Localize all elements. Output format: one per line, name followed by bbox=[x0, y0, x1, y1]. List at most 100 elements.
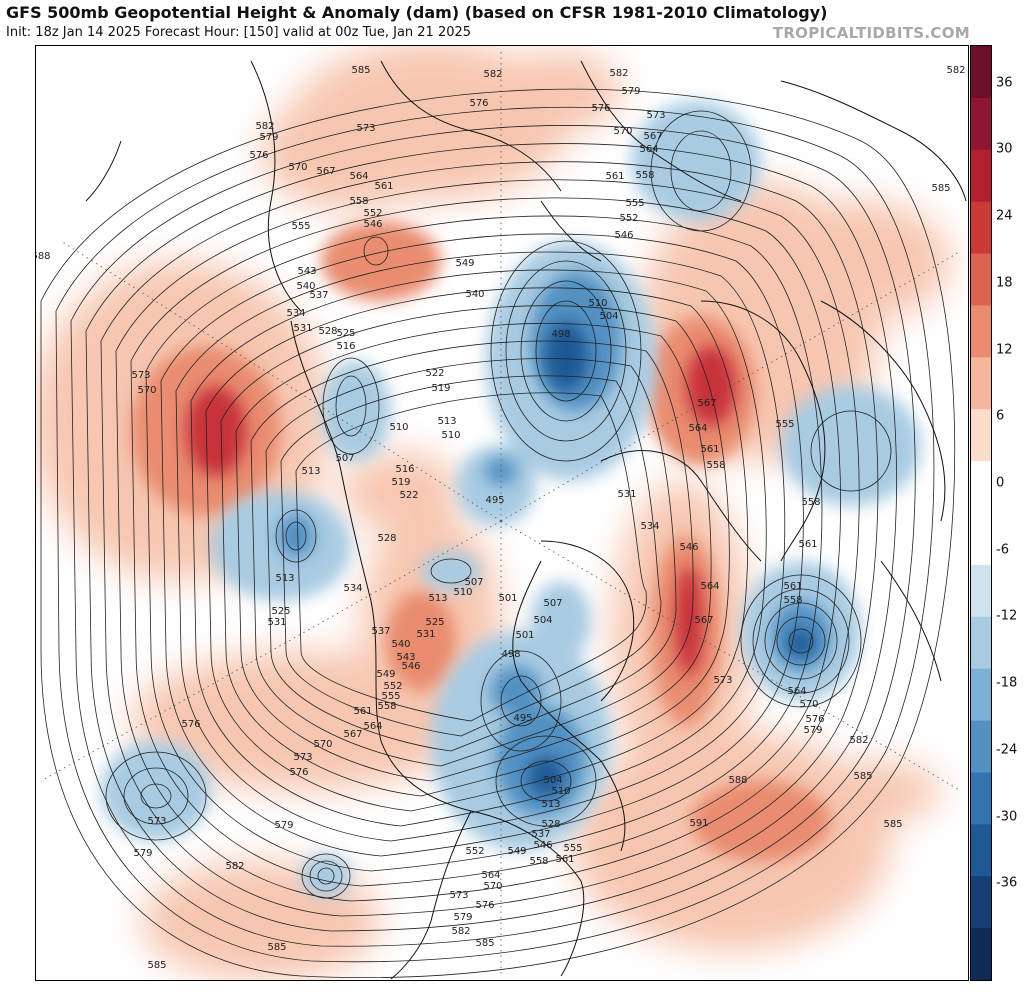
colorbar-tick-label: -36 bbox=[996, 875, 1018, 891]
colorbar-swatch bbox=[971, 720, 991, 773]
contour-label: 582 bbox=[609, 68, 628, 79]
contour-label: 510 bbox=[441, 430, 460, 441]
contour-label: 513 bbox=[541, 799, 560, 810]
contour-label: 573 bbox=[293, 752, 312, 763]
colorbar-swatch bbox=[971, 824, 991, 877]
contour-label: 507 bbox=[464, 577, 483, 588]
colorbar-swatch bbox=[971, 357, 991, 410]
contour-label: 570 bbox=[313, 739, 332, 750]
contour-label: 585 bbox=[853, 771, 872, 782]
contour-label: 585 bbox=[147, 960, 166, 971]
colorbar-tick-label: -30 bbox=[996, 809, 1018, 825]
contour-label: 567 bbox=[697, 398, 716, 409]
contour-label: 531 bbox=[293, 323, 312, 334]
height-contours bbox=[40, 88, 956, 979]
contour-label: 582 bbox=[225, 861, 244, 872]
contour-label: 540 bbox=[465, 289, 484, 300]
contour-label: 579 bbox=[133, 848, 152, 859]
colorbar-swatch bbox=[971, 97, 991, 151]
chart-subtitle: Init: 18z Jan 14 2025 Forecast Hour: [15… bbox=[6, 25, 472, 40]
contour-label: 579 bbox=[259, 132, 278, 143]
contour-label: 537 bbox=[531, 829, 550, 840]
contour-label: 531 bbox=[416, 629, 435, 640]
contour-label: 558 bbox=[801, 497, 820, 508]
contour-label: 510 bbox=[551, 786, 570, 797]
contour-label: 552 bbox=[619, 213, 638, 224]
colorbar-tick-label: -18 bbox=[996, 675, 1018, 691]
contour-label: 501 bbox=[498, 593, 517, 604]
contour-label: 504 bbox=[543, 775, 562, 786]
contour-label: 570 bbox=[799, 699, 818, 710]
contour-label: 585 bbox=[883, 819, 902, 830]
contour-label: 522 bbox=[425, 368, 444, 379]
contour-label: 543 bbox=[396, 652, 415, 663]
contour-label: 576 bbox=[181, 719, 200, 730]
contour-label: 549 bbox=[507, 846, 526, 857]
contour-label: 585 bbox=[931, 183, 950, 194]
contour-label: 561 bbox=[374, 181, 393, 192]
colorbar-swatch bbox=[971, 409, 991, 462]
contour-label: 525 bbox=[271, 606, 290, 617]
contour-label: 585 bbox=[267, 942, 286, 953]
contour-label: 573 bbox=[449, 890, 468, 901]
colorbar-swatch bbox=[971, 772, 991, 825]
contour-label: 555 bbox=[775, 419, 794, 430]
contour-label: 564 bbox=[700, 581, 719, 592]
colorbar-swatch bbox=[971, 461, 991, 514]
contour-label: 579 bbox=[621, 86, 640, 97]
contour-label: 570 bbox=[288, 162, 307, 173]
contour-label: 528 bbox=[377, 533, 396, 544]
contour-label: 564 bbox=[639, 144, 658, 155]
chart-header: GFS 500mb Geopotential Height & Anomaly … bbox=[0, 0, 1024, 44]
contour-label: 558 bbox=[635, 170, 654, 181]
contour-label: 564 bbox=[688, 423, 707, 434]
colorbar-tick-label: 36 bbox=[996, 75, 1013, 91]
contour-label: 564 bbox=[787, 686, 806, 697]
contour-label: 558 bbox=[377, 701, 396, 712]
contour-label: 507 bbox=[335, 453, 354, 464]
contour-label: 567 bbox=[643, 131, 662, 142]
colorbar-swatch bbox=[971, 616, 991, 670]
contour-label: 495 bbox=[513, 713, 532, 724]
contour-label: 534 bbox=[640, 521, 659, 532]
contour-label: 573 bbox=[713, 675, 732, 686]
contour-label: 525 bbox=[425, 617, 444, 628]
contour-label: 516 bbox=[395, 464, 414, 475]
contour-label: 540 bbox=[296, 281, 315, 292]
contour-label: 549 bbox=[376, 669, 395, 680]
contour-label: 552 bbox=[363, 208, 382, 219]
contour-label: 576 bbox=[249, 150, 268, 161]
contour-label: 564 bbox=[349, 171, 368, 182]
contour-label: 579 bbox=[453, 912, 472, 923]
colorbar-swatch bbox=[971, 564, 991, 618]
contour-label: 549 bbox=[455, 258, 474, 269]
colorbar-tick-label: -12 bbox=[996, 608, 1018, 624]
contour-label: 504 bbox=[599, 311, 618, 322]
contour-label: 573 bbox=[646, 110, 665, 121]
contour-label: 582 bbox=[255, 121, 274, 132]
colorbar-tick-label: 30 bbox=[996, 141, 1013, 157]
contour-label: 528 bbox=[541, 819, 560, 830]
coastlines bbox=[85, 60, 967, 980]
colorbar-tick-label: 0 bbox=[996, 475, 1005, 491]
contour-label: 561 bbox=[555, 854, 574, 865]
contour-label: 555 bbox=[381, 691, 400, 702]
colorbar-svg bbox=[971, 46, 991, 980]
colorbar-swatch bbox=[971, 928, 991, 980]
contour-label: 558 bbox=[706, 460, 725, 471]
contour-label: 531 bbox=[617, 489, 636, 500]
contour-label: 552 bbox=[383, 681, 402, 692]
contour-label: 573 bbox=[356, 123, 375, 134]
contour-label: 558 bbox=[349, 196, 368, 207]
colorbar-swatch bbox=[971, 201, 991, 255]
contour-label: 540 bbox=[391, 639, 410, 650]
contour-label: 561 bbox=[700, 444, 719, 455]
contour-label: 495 bbox=[485, 495, 504, 506]
contour-label: 501 bbox=[515, 630, 534, 641]
contour-label: 558 bbox=[783, 595, 802, 606]
contour-label: 576 bbox=[475, 900, 494, 911]
anomaly-colorbar bbox=[970, 45, 992, 981]
contour-label: 576 bbox=[469, 98, 488, 109]
contour-label: 546 bbox=[679, 542, 698, 553]
